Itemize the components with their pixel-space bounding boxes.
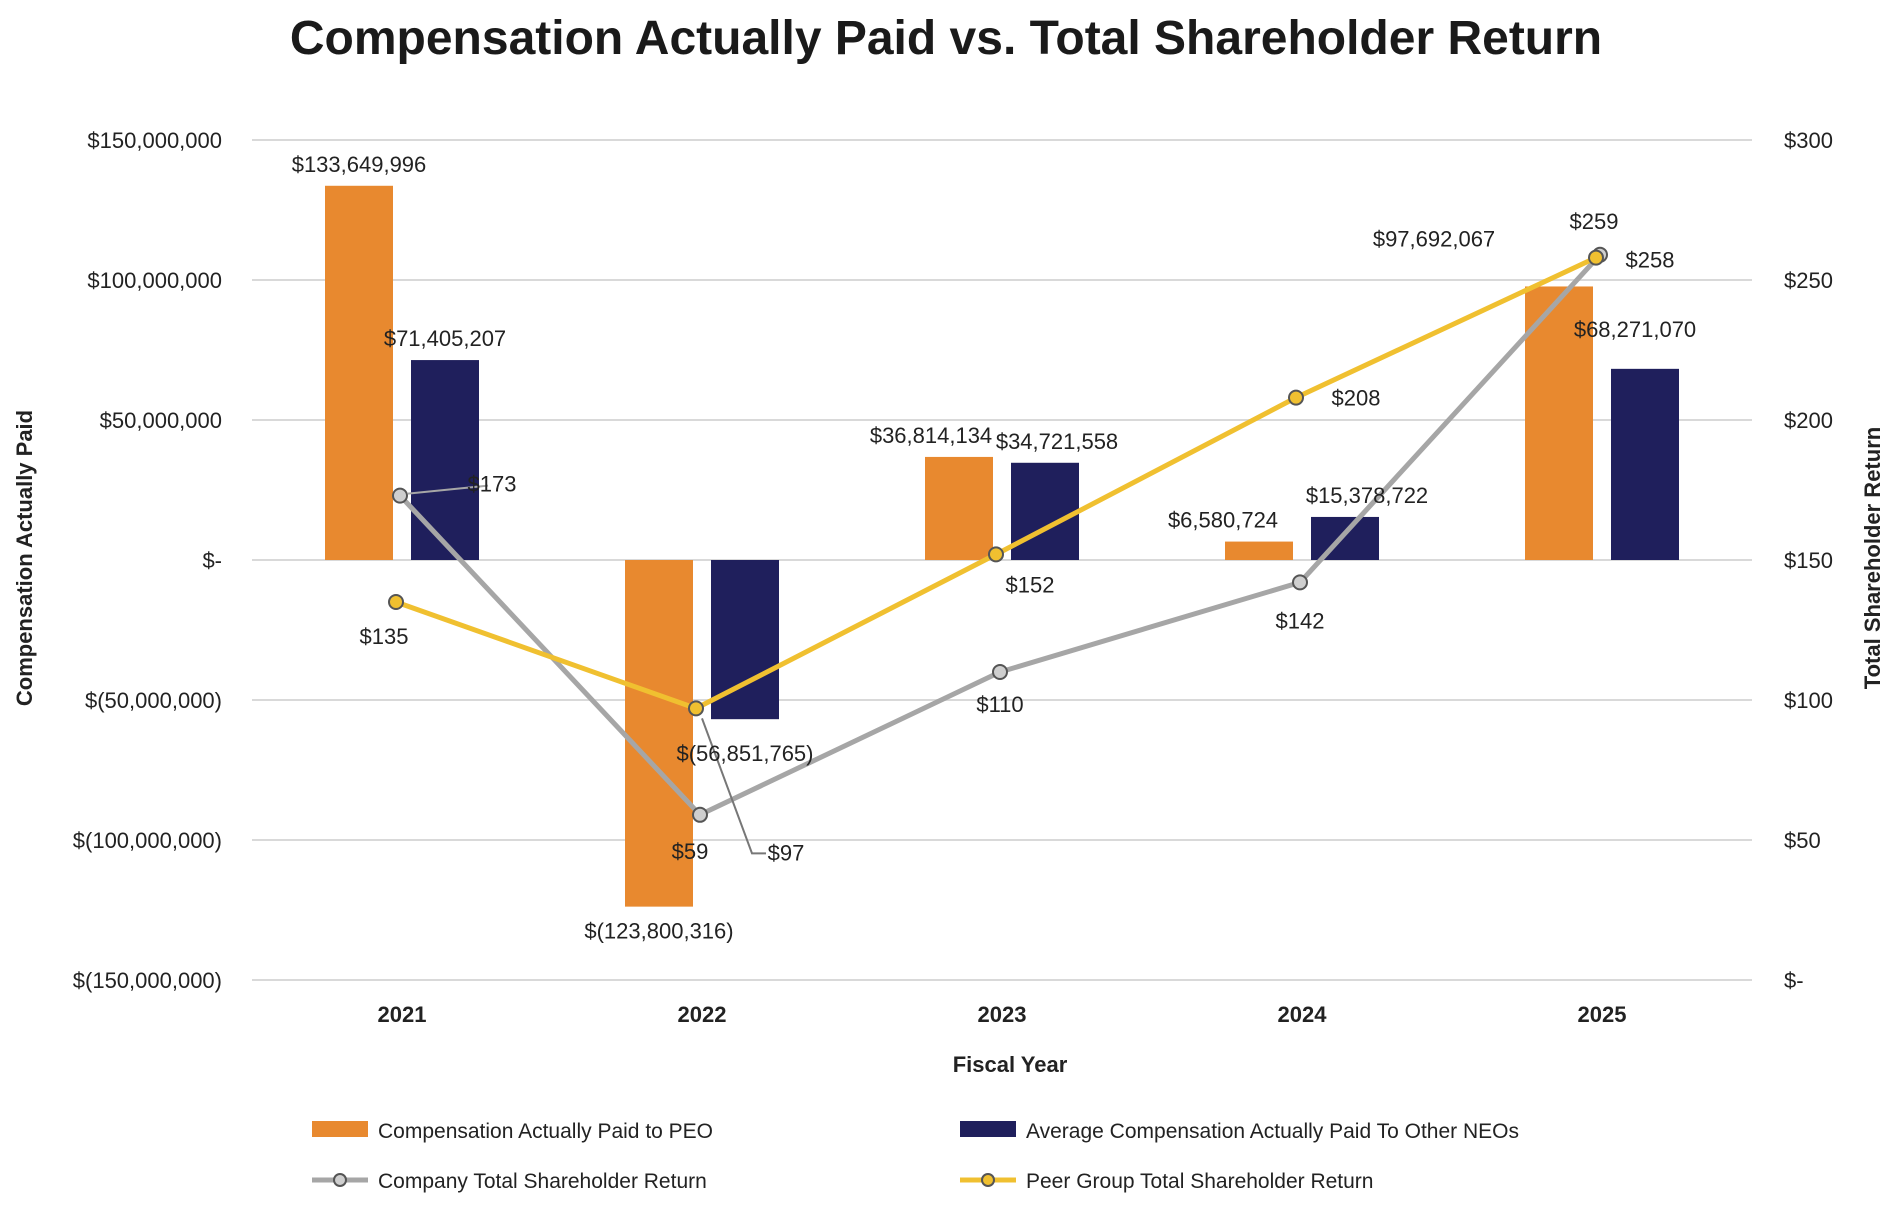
point-peer-tsr bbox=[988, 546, 1004, 563]
bar-peo bbox=[1225, 541, 1293, 560]
y2-tick-label: $50 bbox=[1784, 828, 1821, 853]
bar-neo-avg-label: $34,721,558 bbox=[996, 429, 1118, 454]
bar-neo-avg-label: $68,271,070 bbox=[1574, 317, 1696, 342]
tsr-lines bbox=[388, 246, 1608, 855]
x-tick-label: 2022 bbox=[678, 1002, 727, 1027]
bar-peo-label: $6,580,724 bbox=[1168, 508, 1278, 533]
y-tick-label: $50,000,000 bbox=[100, 408, 222, 433]
point-company-tsr bbox=[1292, 574, 1308, 591]
legend-label: Compensation Actually Paid to PEO bbox=[378, 1120, 713, 1143]
y2-tick-label: $100 bbox=[1784, 688, 1833, 713]
bar-neo-avg-label: $(56,851,765) bbox=[677, 741, 814, 766]
point-peer-tsr bbox=[1588, 249, 1604, 266]
y2-tick-label: $150 bbox=[1784, 548, 1833, 573]
bar-peo bbox=[325, 185, 393, 560]
x-tick-label: 2023 bbox=[978, 1002, 1027, 1027]
legend-item: Average Compensation Actually Paid To Ot… bbox=[960, 1120, 1519, 1143]
point-peer-tsr bbox=[688, 700, 704, 717]
bar-peo-label: $97,692,067 bbox=[1373, 226, 1495, 251]
y2-tick-label: $250 bbox=[1784, 268, 1833, 293]
y-tick-label: $(50,000,000) bbox=[85, 688, 222, 713]
label-leader-line bbox=[701, 718, 766, 855]
legend-item: Company Total Shareholder Return bbox=[312, 1170, 707, 1193]
bar-peo bbox=[925, 456, 993, 560]
y-tick-label: $100,000,000 bbox=[87, 268, 222, 293]
company-tsr-label: $259 bbox=[1570, 209, 1619, 234]
bar-neo-avg bbox=[411, 360, 479, 560]
company-tsr-label: $110 bbox=[976, 692, 1023, 717]
legend-swatch bbox=[312, 1121, 368, 1137]
point-company-tsr bbox=[392, 487, 408, 504]
y2-tick-label: $200 bbox=[1784, 408, 1833, 433]
peer-tsr-label: $135 bbox=[360, 624, 409, 649]
bars bbox=[325, 185, 1679, 907]
point-company-tsr bbox=[692, 806, 708, 823]
legend-swatch bbox=[960, 1121, 1016, 1137]
point-peer-tsr bbox=[388, 594, 404, 610]
bar-neo-avg-label: $15,378,722 bbox=[1306, 483, 1428, 508]
legend-item: Peer Group Total Shareholder Return bbox=[960, 1170, 1373, 1193]
legend-marker bbox=[981, 1173, 995, 1187]
bar-neo-avg bbox=[1011, 462, 1079, 560]
x-axis-title: Fiscal Year bbox=[953, 1052, 1068, 1077]
data-labels: $133,649,996 $(123,800,316) $36,814,134 $6,… bbox=[292, 152, 1696, 944]
y-tick-label: $- bbox=[202, 548, 222, 573]
gridlines bbox=[252, 139, 1752, 981]
peer-tsr-label: $97 bbox=[768, 840, 805, 865]
legend-label: Company Total Shareholder Return bbox=[378, 1170, 707, 1193]
legend: Compensation Actually Paid to PEO Average… bbox=[312, 1120, 1519, 1193]
y2-tick-label: $- bbox=[1784, 968, 1804, 993]
peer-tsr-label: $208 bbox=[1332, 386, 1381, 411]
peer-tsr-label: $258 bbox=[1626, 248, 1675, 273]
x-tick-label: 2024 bbox=[1278, 1002, 1328, 1027]
point-peer-tsr bbox=[1288, 389, 1304, 406]
legend-marker bbox=[333, 1173, 347, 1187]
y-tick-label: $(150,000,000) bbox=[73, 968, 222, 993]
legend-item: Compensation Actually Paid to PEO bbox=[312, 1120, 713, 1143]
y-axis-title: Compensation Actually Paid bbox=[12, 410, 37, 706]
company-tsr-label: $142 bbox=[1276, 608, 1325, 633]
legend-label: Peer Group Total Shareholder Return bbox=[1026, 1170, 1373, 1193]
y2-tick-label: $300 bbox=[1784, 128, 1833, 153]
x-tick-label: 2021 bbox=[378, 1002, 427, 1027]
y-tick-label: $150,000,000 bbox=[87, 128, 222, 153]
x-tick-label: 2025 bbox=[1578, 1002, 1627, 1027]
y-tick-label: $(100,000,000) bbox=[73, 828, 222, 853]
bar-neo-avg bbox=[1311, 516, 1379, 560]
company-tsr-label: $59 bbox=[672, 839, 709, 864]
bar-peo bbox=[1525, 286, 1593, 560]
bar-peo-label: $36,814,134 bbox=[870, 423, 992, 448]
label-leader-line bbox=[407, 484, 489, 495]
chart-title: Compensation Actually Paid vs. Total Sha… bbox=[290, 12, 1602, 65]
legend-label: Average Compensation Actually Paid To Ot… bbox=[1026, 1120, 1519, 1143]
bar-neo-avg bbox=[1611, 368, 1679, 560]
point-company-tsr bbox=[992, 664, 1008, 680]
peer-tsr-label: $152 bbox=[1006, 572, 1055, 597]
bar-peo-label: $(123,800,316) bbox=[584, 919, 733, 944]
bar-neo-avg-label: $71,405,207 bbox=[384, 326, 506, 351]
bar-peo bbox=[625, 560, 693, 907]
company-tsr-label: $173 bbox=[468, 472, 517, 497]
y2-axis-title: Total Shareholder Return bbox=[1860, 427, 1885, 689]
axes: $150,000,000 $100,000,000 $50,000,000 $- $(5… bbox=[73, 128, 1833, 1027]
bar-peo-label: $133,649,996 bbox=[292, 152, 427, 177]
